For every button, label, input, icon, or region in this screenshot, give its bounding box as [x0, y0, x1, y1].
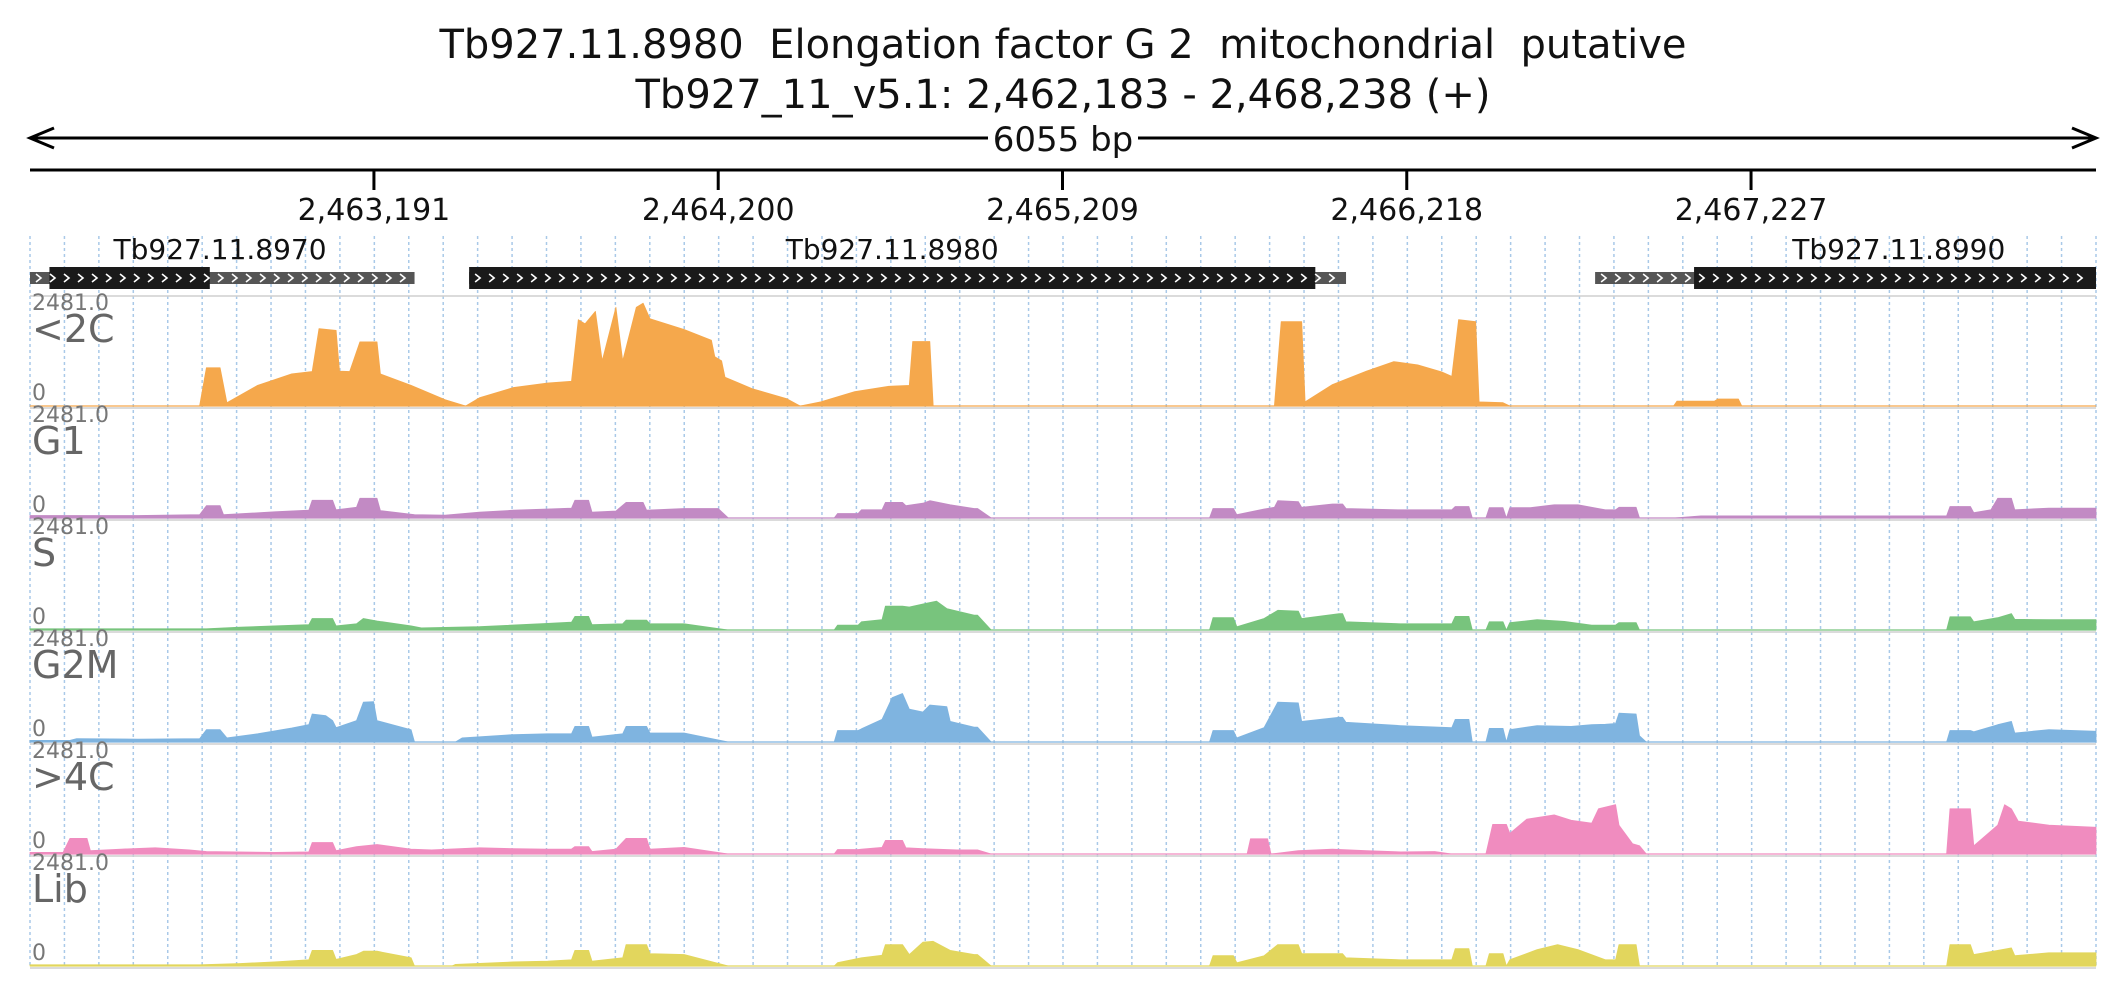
axis-tick-label: 2,463,191: [298, 193, 451, 228]
gene-cds: [49, 267, 210, 289]
track-name: S: [32, 531, 56, 575]
axis-tick-label: 2,467,227: [1675, 193, 1828, 228]
track-name: Lib: [32, 867, 88, 911]
coverage-area: [29, 693, 2097, 743]
strand-chevrons: [1600, 273, 2084, 283]
axis-tick-label: 2,465,209: [986, 193, 1139, 228]
track-min-label: 0: [32, 829, 46, 854]
gene-label: Tb927.11.8990: [1791, 233, 2005, 266]
track-min-label: 0: [32, 605, 46, 630]
gene-label: Tb927.11.8980: [785, 233, 999, 266]
track-min-label: 0: [32, 941, 46, 966]
coverage-area: [29, 600, 2097, 631]
track-max-label: 2481.0: [32, 627, 109, 652]
gene-label: Tb927.11.8970: [113, 233, 327, 266]
track-name: >4C: [32, 755, 115, 799]
span-arrow-left-head: [26, 126, 55, 150]
track-max-label: 2481.0: [32, 403, 109, 428]
span-arrow-right-head: [2071, 126, 2100, 150]
span-label: 6055 bp: [993, 120, 1134, 160]
track-min-label: 0: [32, 493, 46, 518]
coverage-area: [29, 940, 2097, 967]
strand-chevrons: [474, 273, 1336, 283]
track-name: G1: [32, 419, 86, 463]
gene-cds: [469, 267, 1316, 289]
track-min-label: 0: [32, 381, 46, 406]
axis-tick-label: 2,464,200: [642, 193, 795, 228]
track-max-label: 2481.0: [32, 515, 109, 540]
chart-subtitle: Tb927_11_v5.1: 2,462,183 - 2,468,238 (+): [635, 72, 1491, 118]
coverage-area: [29, 497, 2097, 519]
track-name: <2C: [32, 307, 115, 351]
coverage-area: [29, 804, 2097, 855]
track-max-label: 2481.0: [32, 851, 109, 876]
coverage-area: [29, 302, 2097, 407]
gene-cds: [1694, 267, 2096, 289]
track-name: G2M: [32, 643, 118, 687]
track-min-label: 0: [32, 717, 46, 742]
span-label-bg: [988, 118, 1138, 158]
track-max-label: 2481.0: [32, 739, 109, 764]
strand-chevrons: [35, 273, 407, 283]
track-max-label: 2481.0: [32, 291, 109, 316]
chart-title: Tb927.11.8980 Elongation factor G 2 mito…: [439, 22, 1687, 68]
axis-tick-label: 2,466,218: [1330, 193, 1483, 228]
